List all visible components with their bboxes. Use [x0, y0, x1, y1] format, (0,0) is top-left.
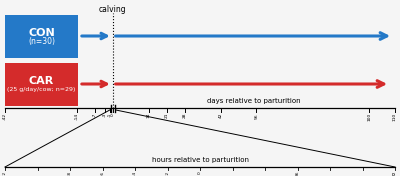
Text: 100: 100 — [367, 113, 371, 121]
Text: (25 g/day/cow; n=29): (25 g/day/cow; n=29) — [7, 87, 76, 92]
Text: days relative to parturition: days relative to parturition — [207, 98, 301, 104]
Bar — [5, 63, 78, 106]
Text: CON: CON — [28, 27, 55, 37]
Text: -72: -72 — [3, 171, 7, 176]
Text: -1: -1 — [108, 113, 112, 117]
Text: -14: -14 — [75, 113, 79, 120]
Text: -36: -36 — [100, 171, 104, 176]
Text: -24: -24 — [133, 171, 137, 176]
Text: -48: -48 — [68, 171, 72, 176]
Text: -7: -7 — [93, 113, 97, 117]
Text: 0: 0 — [111, 113, 115, 116]
Text: -3: -3 — [103, 113, 107, 117]
Text: 0: 0 — [198, 171, 202, 174]
Text: 110: 110 — [393, 113, 397, 121]
Text: 14: 14 — [147, 113, 151, 118]
Text: -42: -42 — [3, 113, 7, 120]
Text: calving: calving — [99, 5, 126, 14]
Text: 56: 56 — [254, 113, 258, 119]
Text: hours relative to parturition: hours relative to parturition — [152, 157, 248, 163]
Text: -12: -12 — [166, 171, 170, 176]
Text: 28: 28 — [183, 113, 187, 118]
Text: 42: 42 — [218, 113, 222, 118]
Text: CAR: CAR — [29, 76, 54, 86]
Text: (n=30): (n=30) — [28, 37, 55, 46]
Text: 72: 72 — [393, 171, 397, 176]
Bar — [5, 15, 78, 58]
Text: 21: 21 — [165, 113, 169, 118]
Text: 36: 36 — [296, 171, 300, 176]
